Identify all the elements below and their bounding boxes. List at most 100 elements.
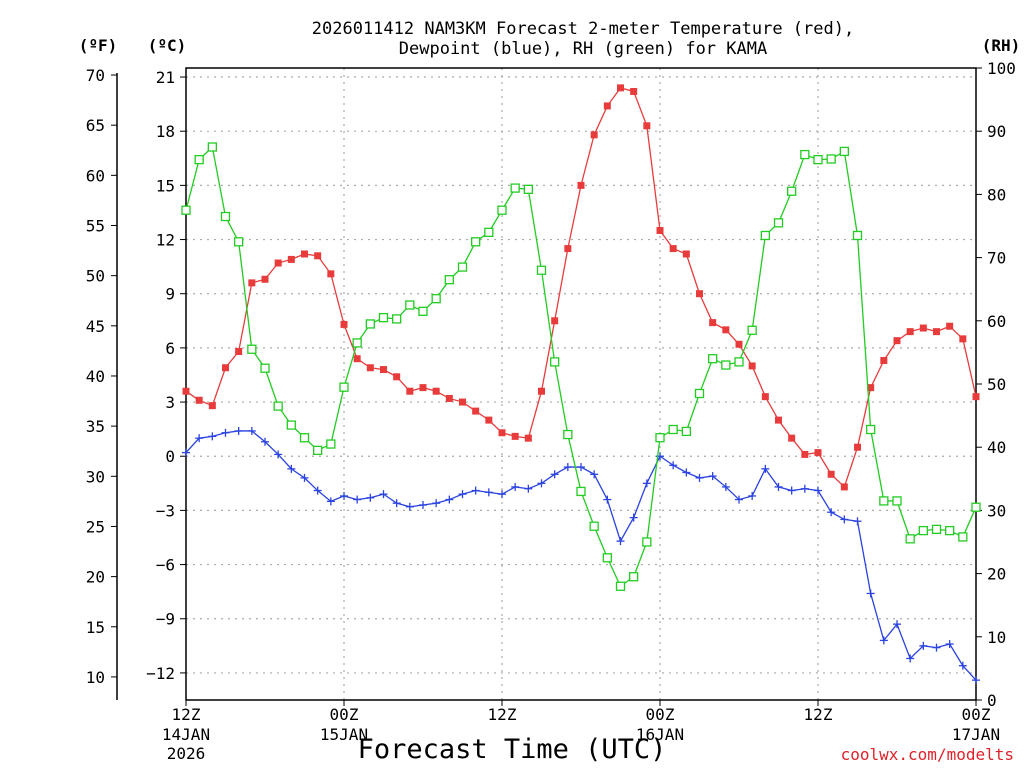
dewpoint-point: [300, 473, 309, 482]
2-meter-temperature-point: [287, 255, 295, 263]
rh-point: [721, 360, 731, 370]
dewpoint-point: [879, 636, 888, 645]
celsius-unit-label: (ºC): [148, 36, 187, 55]
dewpoint-point: [682, 468, 691, 477]
dewpoint-point: [247, 426, 256, 435]
dewpoint-point: [787, 486, 796, 495]
fahrenheit-tick-label: 10: [86, 668, 105, 687]
rh-point: [958, 532, 968, 542]
rh-point: [339, 382, 349, 392]
2-meter-temperature-point: [222, 364, 229, 372]
2-meter-temperature-point: [919, 324, 927, 332]
rh-point: [550, 357, 560, 367]
rh-point: [945, 525, 955, 536]
2-meter-temperature-point: [682, 250, 690, 258]
fahrenheit-tick-label: 25: [86, 517, 105, 536]
2-meter-temperature-point: [814, 449, 822, 457]
rh-tick-label: 50: [987, 375, 1006, 394]
2-meter-temperature-point: [551, 317, 559, 325]
rh-point: [918, 525, 928, 536]
dewpoint-point: [498, 490, 506, 499]
rh-point: [931, 524, 942, 535]
rh-point: [747, 325, 757, 335]
2-meter-temperature-point: [366, 364, 374, 372]
dewpoint-point: [945, 640, 954, 649]
2-meter-temperature-point: [498, 429, 506, 437]
dewpoint-point: [893, 620, 901, 629]
dewpoint-point: [537, 479, 546, 488]
dewpoint-point: [721, 482, 730, 491]
celsius-tick-label: 9: [165, 285, 175, 304]
rh-point: [457, 262, 468, 272]
2-meter-temperature-point: [538, 387, 545, 395]
2-meter-temperature-point: [353, 355, 361, 363]
2-meter-temperature-point: [564, 245, 572, 253]
dewpoint-point: [208, 432, 217, 441]
fahrenheit-tick-label: 65: [86, 116, 105, 135]
rh-tick-label: 40: [987, 438, 1006, 457]
rh-tick-label: 10: [987, 628, 1006, 647]
2-meter-temperature-point: [656, 227, 664, 235]
rh-point: [760, 230, 770, 241]
2-meter-temperature-point: [485, 416, 493, 424]
2-meter-temperature-point: [643, 122, 651, 130]
2-meter-temperature-point: [748, 362, 756, 370]
dewpoint-point: [405, 502, 414, 511]
2-meter-temperature-point: [195, 396, 203, 404]
x-tick-label: 12Z: [804, 705, 833, 724]
dewpoint-point: [708, 472, 717, 481]
rh-point: [181, 205, 191, 215]
dewpoint-point: [511, 482, 520, 491]
rh-point: [523, 184, 533, 194]
2-meter-temperature-point: [959, 335, 967, 343]
rh-point: [431, 294, 441, 304]
2-meter-temperature-point: [314, 252, 322, 260]
fahrenheit-tick-label: 30: [86, 467, 105, 486]
celsius-tick-label: 0: [165, 447, 175, 466]
dewpoint-point: [366, 493, 375, 502]
rh-point: [378, 312, 389, 323]
dewpoint-point: [563, 463, 572, 472]
dewpoint-point: [853, 517, 862, 526]
rh-point: [510, 183, 520, 193]
2-meter-temperature-point: [696, 290, 703, 298]
2-meter-temperature-point: [617, 84, 624, 92]
dewpoint-point: [932, 643, 941, 652]
rh-point: [866, 424, 876, 435]
2-meter-temperature-point: [472, 407, 480, 415]
dewpoint-point: [603, 495, 612, 504]
dewpoint-point: [629, 513, 638, 522]
rh-point: [418, 306, 428, 316]
dewpoint-point: [445, 495, 454, 504]
rh-point: [444, 275, 454, 285]
rh-point: [471, 237, 481, 247]
rh-point: [629, 572, 639, 582]
rh-point: [708, 354, 718, 364]
data-series: [181, 84, 981, 685]
rh-point: [787, 186, 797, 196]
rh-point: [602, 553, 612, 563]
rh-tick-label: 0: [987, 691, 997, 710]
x-tick-year: 2026: [167, 744, 206, 763]
celsius-tick-label: 3: [165, 393, 175, 412]
2-meter-temperature-point: [946, 322, 954, 330]
dewpoint-point: [695, 473, 704, 482]
x-axis-title: Forecast Time (UTC): [358, 734, 667, 765]
dewpoint-point: [827, 508, 836, 517]
rh-unit-label: (RH): [982, 36, 1021, 55]
2-meter-temperature-point: [432, 387, 440, 395]
rh-point: [800, 149, 810, 160]
dewpoint-point: [195, 434, 204, 443]
dewpoint-point: [669, 461, 678, 470]
2-meter-temperature-point: [445, 394, 453, 402]
2-meter-temperature-point: [419, 384, 427, 392]
rh-point: [655, 433, 665, 443]
2-meter-temperature-line: [185, 87, 977, 489]
dewpoint-point: [972, 676, 980, 685]
2-meter-temperature-point: [893, 337, 901, 345]
dewpoint-point: [274, 450, 283, 459]
dewpoint-point: [261, 437, 269, 446]
rh-point: [313, 445, 323, 456]
2-meter-temperature-point: [827, 470, 835, 478]
